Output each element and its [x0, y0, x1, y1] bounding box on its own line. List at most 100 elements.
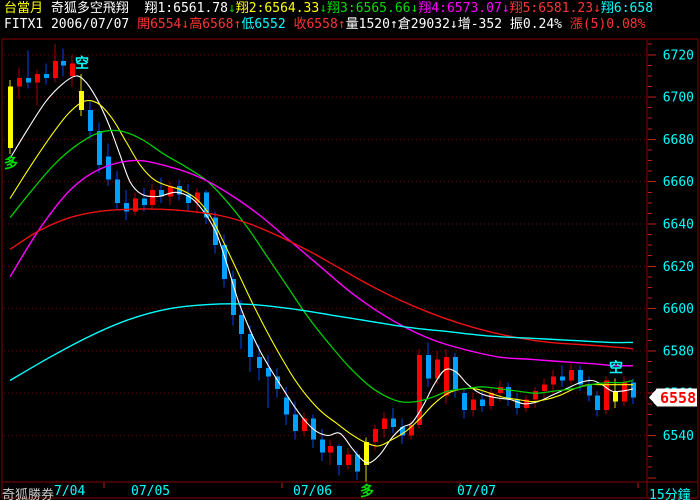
up-candle [622, 382, 627, 402]
down-candle [266, 367, 271, 377]
header-segment: ↑ [389, 17, 398, 32]
down-candle [595, 395, 600, 411]
down-candle [453, 357, 458, 389]
up-candle [542, 384, 547, 392]
ma-line-1 [9, 75, 634, 464]
header-segment: 翔4:6573.07 [418, 1, 502, 16]
up-candle [70, 63, 75, 76]
down-candle [587, 384, 592, 396]
up-candle [444, 357, 449, 396]
header-segment: 奇狐多空飛翔 [50, 1, 145, 16]
ma-line-5 [9, 208, 634, 350]
down-candle [106, 156, 111, 180]
last-price-value: 6558 [660, 389, 696, 407]
down-candle [293, 414, 298, 432]
up-candle [409, 424, 414, 436]
header-segment: 倉29032 [397, 17, 450, 32]
down-candle [124, 202, 129, 212]
last-price-tag [649, 388, 697, 407]
up-candle [346, 454, 351, 466]
header-segment: ↓ [501, 1, 510, 16]
down-candle [400, 427, 405, 436]
down-candle [115, 179, 120, 203]
header-segment: ↓ [410, 1, 419, 16]
broker-label: 奇狐勝券 [2, 488, 55, 500]
up-candle [150, 190, 155, 205]
header-segment: 漲(5)0.08% [569, 17, 646, 32]
header-segment: 低6552 [241, 17, 294, 32]
header-segment: 台當月 [4, 1, 51, 16]
up-candle [373, 429, 378, 442]
down-candle [355, 454, 360, 472]
ma-line-4 [9, 159, 634, 367]
down-candle [88, 109, 93, 131]
header-segment: 翔1:6561.78 [144, 1, 228, 16]
header-segment: ↓ [593, 1, 601, 16]
up-candle [17, 78, 22, 87]
ma-line-3 [9, 129, 634, 403]
up-candle [417, 355, 422, 425]
price-axis-label: 6720 [663, 48, 694, 63]
header-segment: 量1520 [345, 17, 390, 32]
price-axis-label: 6680 [663, 133, 694, 148]
down-candle [515, 399, 520, 408]
header-segment: ↓ [181, 17, 190, 32]
short-signal-label: 空 [75, 55, 89, 72]
up-candle [489, 393, 494, 406]
signal-candle [8, 86, 13, 148]
down-candle [222, 245, 227, 279]
down-candle [159, 190, 164, 197]
down-candle [426, 355, 431, 379]
down-candle [61, 61, 66, 66]
down-candle [44, 73, 49, 79]
up-candle [302, 418, 307, 432]
price-axis-label: 6620 [663, 260, 694, 275]
up-candle [328, 446, 333, 453]
down-candle [204, 192, 209, 218]
up-candle [168, 185, 173, 197]
long-signal-label: 多 [4, 155, 18, 172]
header-segment: 增-352 振0.24% [457, 17, 570, 32]
down-candle [391, 418, 396, 428]
quote-info-bar: FITX1 2006/07/07 開6554↓高6568↑低6552 收6558… [4, 17, 645, 32]
header-segment: ↓ [449, 17, 458, 32]
down-candle [186, 194, 191, 203]
down-candle [506, 386, 511, 400]
up-candle [471, 399, 476, 411]
up-candle [133, 198, 138, 212]
header-segment: 翔5:6581.23 [509, 1, 594, 16]
down-candle [337, 446, 342, 466]
header-segment: 高6568 [189, 17, 234, 32]
up-candle [53, 61, 58, 79]
timeframe-label: 15分鐘 [649, 488, 691, 500]
price-axis-label: 6660 [663, 175, 694, 190]
header-segment: ↓ [227, 1, 236, 16]
indicator-values-bar: 台當月 奇狐多空飛翔 翔1:6561.78↓翔2:6564.33↓翔3:6565… [4, 1, 653, 16]
down-candle [560, 376, 565, 381]
down-candle [578, 369, 583, 385]
ma-line-6 [9, 303, 634, 382]
price-axis-label: 6540 [663, 429, 694, 444]
down-candle [257, 357, 262, 368]
up-candle [35, 73, 40, 83]
up-candle [435, 359, 440, 379]
up-candle [604, 380, 609, 411]
signal-candle [364, 441, 369, 466]
up-candle [498, 386, 503, 394]
down-candle [320, 439, 325, 453]
down-candle [239, 314, 244, 334]
price-axis-label: 6580 [663, 344, 694, 359]
down-candle [142, 198, 147, 205]
down-candle [26, 78, 31, 83]
header-segment: ↑ [233, 17, 242, 32]
down-candle [284, 397, 289, 415]
header-segment: ↑ [337, 17, 346, 32]
header-segment: 收6558 [293, 17, 338, 32]
down-candle [97, 130, 102, 165]
down-candle [275, 376, 280, 389]
date-axis-label: 07/07 [457, 484, 496, 499]
header-segment: FITX1 2006/07/07 [4, 17, 138, 32]
down-candle [480, 399, 485, 406]
